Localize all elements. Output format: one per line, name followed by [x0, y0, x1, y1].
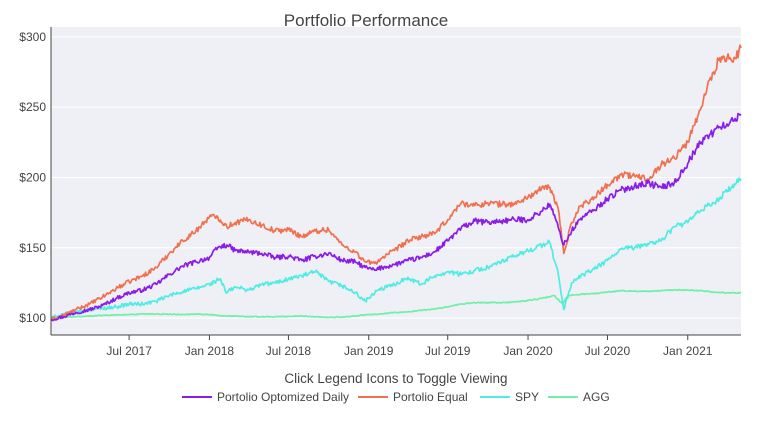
series-line-agg	[50, 288, 742, 320]
legend-label[interactable]: SPY	[515, 390, 539, 404]
series-line-portolio-optomized-daily	[50, 112, 742, 322]
legend-label[interactable]: Portolio Equal	[393, 390, 468, 404]
y-axis-ticks: $100 $150 $200 $250 $300	[19, 30, 46, 325]
legend-item-portolio-equal[interactable]: Portolio Equal	[358, 390, 468, 404]
x-tick-label: Jul 2017	[106, 344, 152, 358]
series-line-spy	[50, 177, 742, 320]
series-layer	[50, 44, 742, 322]
x-tick-label: Jan 2021	[663, 344, 713, 358]
legend-item-portolio-optomized-daily[interactable]: Portolio Optomized Daily	[182, 390, 349, 404]
chart-title: Portfolio Performance	[284, 11, 448, 30]
x-tick-label: Jan 2018	[185, 344, 235, 358]
x-tick-label: Jan 2019	[344, 344, 394, 358]
legend-label[interactable]: AGG	[583, 390, 610, 404]
x-axis-ticks: Jul 2017 Jan 2018 Jul 2018 Jan 2019 Jul 2019…	[106, 335, 713, 358]
x-tick-label: Jul 2020	[585, 344, 631, 358]
x-tick-label: Jul 2019	[425, 344, 471, 358]
series-line-portolio-equal	[50, 44, 742, 321]
y-tick-label: $300	[19, 30, 46, 44]
x-tick-label: Jan 2020	[503, 344, 553, 358]
legend-item-spy[interactable]: SPY	[480, 390, 539, 404]
y-tick-label: $100	[19, 311, 46, 325]
y-tick-label: $150	[19, 241, 46, 255]
plot-background	[51, 27, 741, 335]
x-tick-label: Jul 2018	[266, 344, 312, 358]
legend: Portolio Optomized Daily Portolio Equal SP…	[182, 390, 610, 404]
legend-title: Click Legend Icons to Toggle Viewing	[284, 371, 507, 386]
legend-item-agg[interactable]: AGG	[548, 390, 610, 404]
legend-label[interactable]: Portolio Optomized Daily	[217, 390, 349, 404]
y-tick-label: $250	[19, 100, 46, 114]
y-tick-label: $200	[19, 170, 46, 184]
